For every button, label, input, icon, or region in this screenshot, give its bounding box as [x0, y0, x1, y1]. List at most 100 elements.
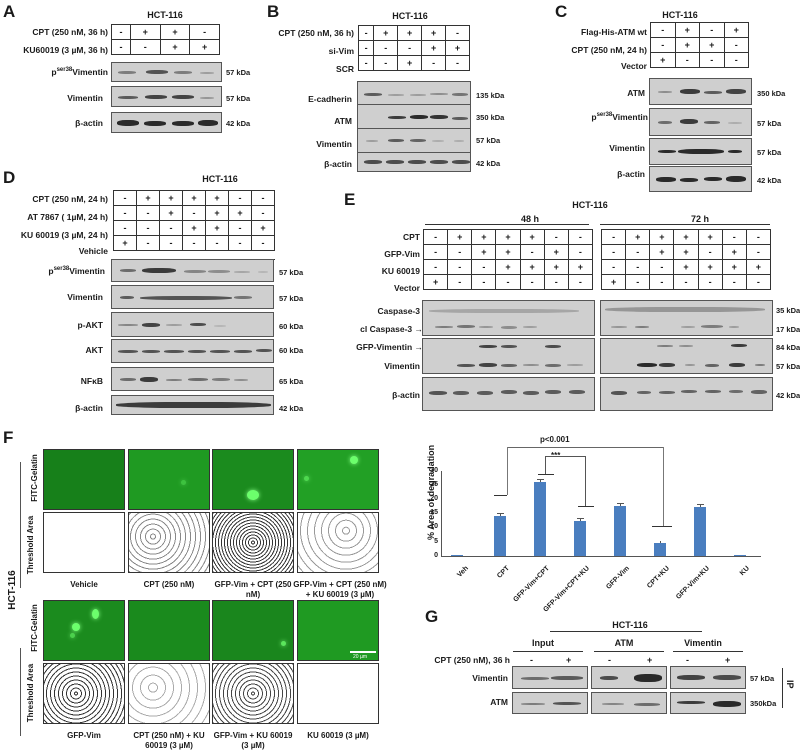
panel-d-blot-label-4: NFκB [80, 376, 103, 386]
panel-d-kda-3: 60 kDa [279, 346, 304, 355]
panel-g-val-0: - [530, 655, 533, 665]
panel-d-blot-label-3: AKT [85, 345, 103, 355]
panel-g-blot-label-0: Vimentin [472, 673, 508, 683]
bar-ku [734, 555, 746, 556]
errbar-gfpvim [620, 503, 621, 506]
panel-d-kda-2: 60 kDa [279, 322, 304, 331]
panel-g-input-line [513, 651, 583, 652]
bar-gfpvim [614, 506, 626, 556]
panel-g-blot-atm-vim [670, 692, 746, 714]
threshold-image-gfpvim-cpt [212, 512, 294, 573]
panel-b-blot-ecad [357, 81, 471, 107]
bracket-inner-right [585, 456, 586, 506]
fitc-image-cpt-ku [128, 600, 210, 661]
panel-g-atm-line [594, 651, 664, 652]
y-tick-0: 0 [434, 552, 438, 559]
panel-g-kda-0: 57 kDa [750, 674, 775, 683]
panel-label-g: G [425, 607, 439, 626]
bracket-inner-left [545, 456, 546, 474]
panel-label-c: C [555, 2, 568, 21]
panel-d-cond-2: KU 60019 (3 µM, 24 h) [20, 230, 108, 240]
bracket-top [507, 447, 664, 448]
panel-c-blot-label-3: β-actin [617, 169, 645, 179]
panel-c-kda-0: 350 kDa [757, 89, 786, 98]
errcap-cpt [497, 513, 504, 514]
threshold-image-ku [297, 663, 379, 724]
panel-f-caption-top-0: Vehicle [70, 580, 98, 589]
panel-label-f: F [3, 428, 14, 447]
panel-d-kda-5: 42 kDa [279, 404, 304, 413]
panel-g-blot-vim-vim [670, 666, 746, 689]
panel-c-kda-2: 57 kDa [757, 148, 782, 157]
panel-e-blot-casp-72h [600, 300, 773, 336]
panel-d-blot-pakt [111, 312, 274, 337]
panel-g-val-4: - [686, 655, 689, 665]
panel-label-e: E [344, 190, 356, 209]
bar-gfpvim-ku [694, 507, 706, 556]
panel-g-val-5: + [725, 655, 731, 665]
errbar-cpt [500, 513, 501, 516]
panel-c-blot-actin [649, 166, 752, 192]
chart-annotation-stars: *** [551, 451, 560, 460]
panel-f-row-label-fitc-bottom: FITC-Gelatin [30, 604, 39, 652]
panel-e-blot-actin-72h [600, 377, 773, 411]
panel-c-kda-1: 57 kDa [757, 119, 782, 128]
panel-e-cond-3: Vector [394, 283, 420, 293]
chart-x-axis [441, 556, 761, 557]
scale-bar-label: 20 µm [353, 654, 367, 660]
panel-e-blot-label-2: GFP-Vimentin → [356, 342, 423, 352]
panel-e-kda-0: 35 kDa [776, 306, 800, 315]
y-tick-30: 30 [430, 467, 438, 474]
panel-g-val-1: + [566, 655, 572, 665]
panel-e-blot-label-1: cl Caspase-3 → [360, 324, 423, 334]
panel-a-blot-vim [111, 86, 222, 107]
panel-c-blot-vim [649, 138, 752, 165]
bar-cpt [494, 516, 506, 556]
panel-a-treatment-table: - + + - - - + + [111, 24, 220, 55]
panel-e-cond-2: KU 60019 [381, 266, 420, 276]
panel-g-blot-vim-input [512, 666, 588, 689]
panel-d-treatment-table: - + + + + - - - - + - + + - - - - + + - + + - - - - - - [113, 190, 275, 251]
panel-f-caption-top-2: GFP-Vim + CPT (250 nM) [214, 580, 292, 599]
errcap-gfpvim-cpt [537, 479, 544, 480]
panel-a-kda-1: 57 kDa [226, 94, 251, 103]
panel-e-kda-1: 17 kDa [776, 325, 800, 334]
threshold-image-gfpvim-cpt-ku [297, 512, 379, 573]
panel-e-cond-1: GFP-Vim [384, 249, 420, 259]
y-tick-20: 20 [430, 495, 438, 502]
panel-b-cell-line: HCT-116 [392, 11, 428, 21]
panel-a-kda-2: 42 kDa [226, 119, 251, 128]
fitc-image-gfpvim-ku [212, 600, 294, 661]
panel-e-cond-0: CPT [403, 232, 420, 242]
panel-b-blot-actin [357, 152, 471, 172]
panel-g-cell-line: HCT-116 [612, 620, 648, 630]
panel-a-kda-0: 57 kDa [226, 68, 251, 77]
panel-a-cell-line: HCT-116 [147, 10, 183, 20]
panel-d-blot-actin [111, 395, 274, 415]
panel-f-row-label-threshold-bottom: Threshold Area [26, 663, 35, 723]
panel-f-caption-bottom-2: GFP-Vim + KU 60019 (3 µM) [213, 731, 293, 750]
bar-veh [451, 555, 463, 556]
panel-b-cond-2: SCR [336, 64, 354, 74]
bracket-top-right [663, 447, 664, 526]
panel-g-group-vimentin: Vimentin [684, 638, 722, 648]
panel-g-cellline-line [550, 631, 702, 632]
bracket-cptku-cap [652, 526, 672, 527]
panel-c-blot-label-1: pser38Vimentin [591, 112, 648, 122]
panel-e-blot-vim-48h [422, 338, 595, 374]
panel-g-ip-label: IP [785, 680, 795, 689]
panel-b-blot-label-1: ATM [334, 116, 352, 126]
panel-f-caption-bottom-1: CPT (250 nM) + KU 60019 (3 µM) [133, 731, 205, 750]
panel-e-kda-2: 84 kDa [776, 343, 800, 352]
bracket-cpt-cap [494, 495, 507, 496]
x-cat-5: CPT+KU [646, 565, 671, 590]
panel-b-kda-1: 350 kDa [476, 113, 505, 122]
panel-label-b: B [267, 2, 280, 21]
threshold-image-vehicle [43, 512, 125, 573]
panel-f-bracket-bottom [20, 648, 21, 736]
panel-e-72h-line [600, 224, 770, 225]
errbar-cpt-ku [660, 541, 661, 543]
panel-b-kda-2: 57 kDa [476, 136, 501, 145]
bar-gfpvim-cpt-ku [574, 521, 586, 556]
panel-b-blot-label-2: Vimentin [316, 139, 352, 149]
